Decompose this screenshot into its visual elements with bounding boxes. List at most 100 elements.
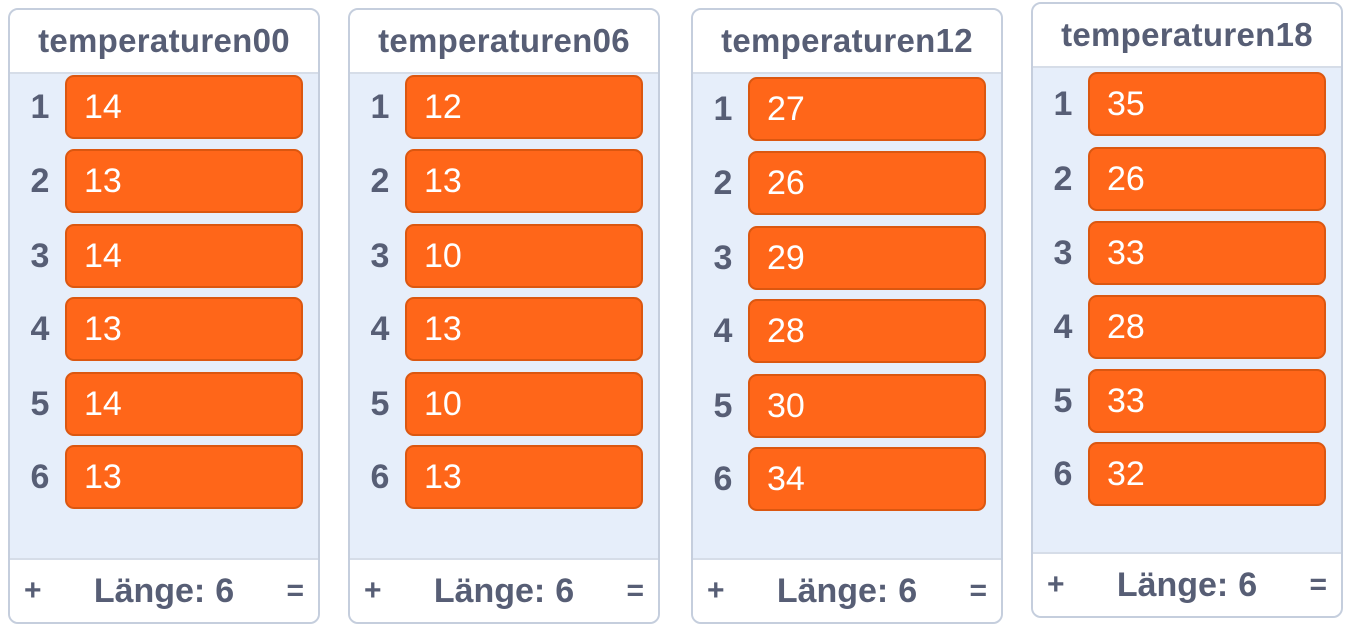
- item-value[interactable]: 32: [1088, 442, 1326, 506]
- list-item[interactable]: 1 35: [1033, 71, 1341, 137]
- resize-handle[interactable]: =: [969, 574, 987, 607]
- list-items[interactable]: 1 27 2 26 3 29 4 28 5 30 6 34: [693, 74, 1001, 556]
- resize-handle[interactable]: =: [286, 574, 304, 607]
- item-index: 1: [713, 89, 733, 128]
- list-footer: + Länge: 6 =: [350, 558, 658, 622]
- item-value[interactable]: 12: [405, 75, 643, 139]
- list-item[interactable]: 5 10: [350, 371, 658, 437]
- item-value[interactable]: 13: [405, 297, 643, 361]
- length-label: Länge:: [433, 571, 546, 610]
- item-index: 3: [1053, 233, 1073, 272]
- list-items[interactable]: 1 12 2 13 3 10 4 13 5 10 6 13: [350, 74, 658, 556]
- add-item-button[interactable]: +: [24, 574, 42, 607]
- list-item[interactable]: 1 14: [10, 74, 318, 140]
- list-item[interactable]: 6 34: [693, 446, 1001, 512]
- item-value[interactable]: 10: [405, 372, 643, 436]
- item-value[interactable]: 34: [748, 447, 986, 511]
- list-item[interactable]: 6 32: [1033, 441, 1341, 507]
- list-monitor-temperaturen00[interactable]: temperaturen00 1 14 2 13 3 14 4 13 5 14: [8, 8, 320, 624]
- length-label: Länge:: [93, 571, 206, 610]
- list-length: Länge: 6: [94, 572, 234, 611]
- list-item[interactable]: 3 14: [10, 223, 318, 289]
- item-value[interactable]: 13: [65, 445, 303, 509]
- list-monitor-temperaturen18[interactable]: temperaturen18 1 35 2 26 3 33 4 28 5 33: [1031, 2, 1343, 618]
- list-monitor-temperaturen06[interactable]: temperaturen06 1 12 2 13 3 10 4 13 5 10: [348, 8, 660, 624]
- list-item[interactable]: 1 27: [693, 76, 1001, 142]
- list-monitor-temperaturen12[interactable]: temperaturen12 1 27 2 26 3 29 4 28 5 30: [691, 8, 1003, 624]
- item-value[interactable]: 13: [405, 149, 643, 213]
- item-value[interactable]: 28: [748, 299, 986, 363]
- item-index: 2: [370, 161, 390, 200]
- list-item[interactable]: 4 13: [10, 296, 318, 362]
- item-value[interactable]: 29: [748, 226, 986, 290]
- item-value[interactable]: 13: [65, 149, 303, 213]
- length-label: Länge:: [1116, 565, 1229, 604]
- list-length: Länge: 6: [777, 572, 917, 611]
- resize-handle[interactable]: =: [626, 574, 644, 607]
- add-item-button[interactable]: +: [1047, 568, 1065, 601]
- list-footer: + Länge: 6 =: [10, 558, 318, 622]
- list-item[interactable]: 5 30: [693, 373, 1001, 439]
- list-item[interactable]: 6 13: [350, 444, 658, 510]
- item-index: 4: [30, 309, 50, 348]
- item-index: 6: [1053, 454, 1073, 493]
- list-items[interactable]: 1 14 2 13 3 14 4 13 5 14 6 13: [10, 74, 318, 556]
- list-item[interactable]: 3 29: [693, 225, 1001, 291]
- list-item[interactable]: 3 33: [1033, 220, 1341, 286]
- item-index: 5: [370, 384, 390, 423]
- add-item-button[interactable]: +: [707, 574, 725, 607]
- list-items[interactable]: 1 35 2 26 3 33 4 28 5 33 6 32: [1033, 68, 1341, 550]
- length-value: 6: [898, 571, 918, 610]
- item-index: 1: [1053, 84, 1073, 123]
- item-index: 2: [1053, 159, 1073, 198]
- item-index: 6: [370, 457, 390, 496]
- add-item-button[interactable]: +: [364, 574, 382, 607]
- item-value[interactable]: 13: [65, 297, 303, 361]
- item-index: 4: [370, 309, 390, 348]
- item-index: 2: [30, 161, 50, 200]
- list-item[interactable]: 4 28: [1033, 294, 1341, 360]
- list-item[interactable]: 2 13: [10, 148, 318, 214]
- item-value[interactable]: 33: [1088, 221, 1326, 285]
- item-index: 6: [30, 457, 50, 496]
- item-index: 4: [1053, 307, 1073, 346]
- list-item[interactable]: 2 26: [693, 150, 1001, 216]
- item-index: 5: [30, 384, 50, 423]
- list-item[interactable]: 4 13: [350, 296, 658, 362]
- item-index: 3: [370, 236, 390, 275]
- item-index: 2: [713, 163, 733, 202]
- list-item[interactable]: 1 12: [350, 74, 658, 140]
- item-index: 6: [713, 459, 733, 498]
- item-value[interactable]: 26: [1088, 147, 1326, 211]
- item-index: 3: [713, 238, 733, 277]
- item-index: 5: [713, 386, 733, 425]
- item-value[interactable]: 26: [748, 151, 986, 215]
- item-index: 4: [713, 311, 733, 350]
- list-item[interactable]: 5 14: [10, 371, 318, 437]
- list-item[interactable]: 4 28: [693, 298, 1001, 364]
- list-item[interactable]: 6 13: [10, 444, 318, 510]
- list-length: Länge: 6: [1117, 566, 1257, 605]
- item-value[interactable]: 14: [65, 75, 303, 139]
- item-value[interactable]: 33: [1088, 369, 1326, 433]
- length-value: 6: [1238, 565, 1258, 604]
- item-value[interactable]: 14: [65, 224, 303, 288]
- list-item[interactable]: 2 26: [1033, 146, 1341, 212]
- length-value: 6: [555, 571, 575, 610]
- list-item[interactable]: 2 13: [350, 148, 658, 214]
- resize-handle[interactable]: =: [1309, 568, 1327, 601]
- list-title: temperaturen06: [350, 10, 658, 74]
- list-item[interactable]: 3 10: [350, 223, 658, 289]
- item-value[interactable]: 30: [748, 374, 986, 438]
- item-value[interactable]: 13: [405, 445, 643, 509]
- item-index: 5: [1053, 381, 1073, 420]
- item-index: 3: [30, 236, 50, 275]
- item-value[interactable]: 27: [748, 77, 986, 141]
- list-item[interactable]: 5 33: [1033, 368, 1341, 434]
- item-value[interactable]: 28: [1088, 295, 1326, 359]
- item-value[interactable]: 14: [65, 372, 303, 436]
- item-value[interactable]: 10: [405, 224, 643, 288]
- length-label: Länge:: [776, 571, 889, 610]
- item-value[interactable]: 35: [1088, 72, 1326, 136]
